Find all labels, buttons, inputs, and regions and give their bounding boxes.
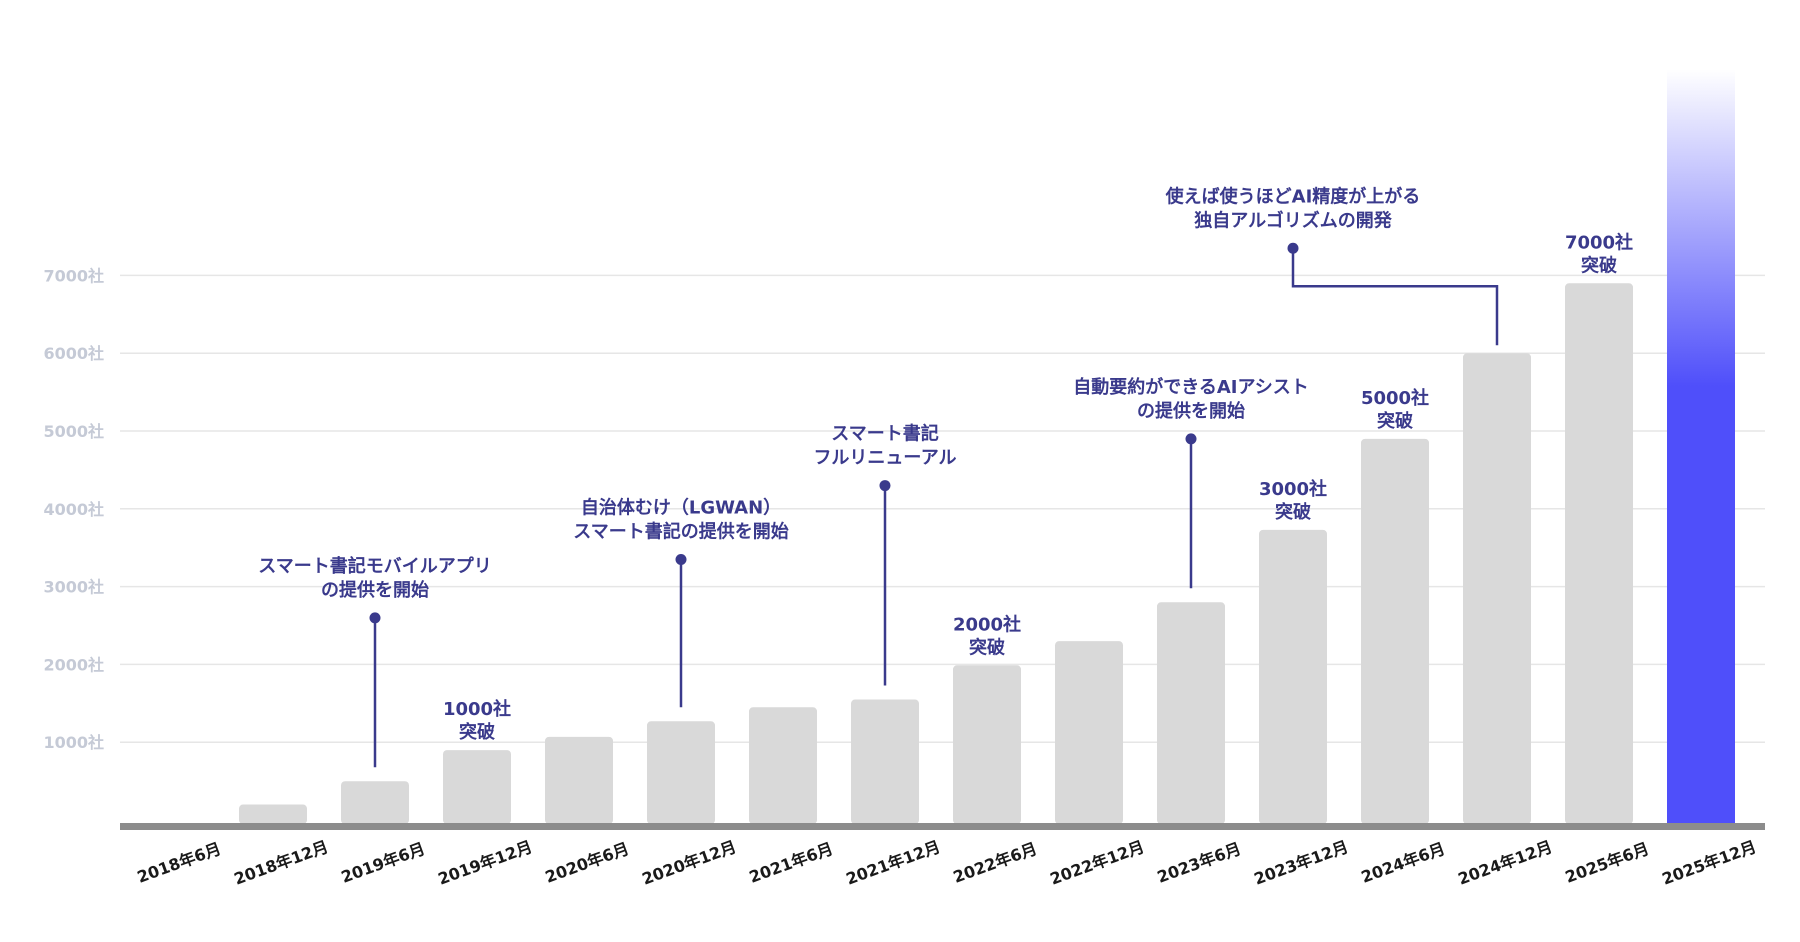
x-tick-label: 2020年6月 — [543, 839, 632, 887]
bar — [443, 750, 511, 824]
annotation-label: の提供を開始 — [1137, 400, 1245, 422]
data-label: 2000社 — [953, 613, 1021, 635]
bar-highlight — [1667, 69, 1735, 825]
x-tick-label: 2022年6月 — [951, 839, 1040, 887]
data-label: 突破 — [459, 721, 495, 743]
x-tick-label: 2019年12月 — [435, 837, 534, 889]
annotation-dot — [1185, 433, 1197, 445]
bar — [851, 699, 919, 824]
y-tick-label: 7000社 — [43, 266, 104, 285]
bar — [749, 707, 817, 824]
y-tick-label: 4000社 — [43, 500, 104, 519]
annotation-label: の提供を開始 — [321, 579, 429, 601]
bars — [239, 69, 1735, 825]
x-tick-label: 2018年12月 — [231, 837, 330, 889]
annotation-connector — [1291, 248, 1499, 346]
y-tick-label: 1000社 — [43, 733, 104, 752]
annotation-label: スマート書記モバイルアプリ — [258, 555, 491, 577]
x-tick-label: 2023年12月 — [1251, 837, 1350, 889]
axes — [120, 823, 1765, 830]
annotation-label: 使えば使うほどAI精度が上がる — [1165, 185, 1421, 207]
data-label: 3000社 — [1259, 478, 1327, 500]
data-label: 突破 — [1377, 410, 1413, 432]
annotation-dot — [675, 553, 687, 565]
bar — [1259, 529, 1327, 824]
x-tick-label: 2021年12月 — [843, 837, 942, 889]
y-tick-label: 6000社 — [43, 344, 104, 363]
bar — [1361, 438, 1429, 824]
x-tick-label: 2024年12月 — [1455, 837, 1554, 889]
annotation-dot — [369, 612, 381, 624]
x-tick-label: 2025年12月 — [1659, 837, 1758, 889]
annotations: スマート書記モバイルアプリの提供を開始自治体むけ（LGWAN）スマート書記の提供… — [258, 185, 1499, 768]
x-tick-label: 2024年6月 — [1359, 839, 1448, 887]
data-label: 7000社 — [1565, 231, 1633, 253]
annotation-label: スマート書記の提供を開始 — [573, 520, 788, 542]
annotation-dot — [879, 480, 891, 492]
annotation-dot — [1287, 242, 1299, 254]
annotation-label: 独自アルゴリズムの開発 — [1194, 209, 1392, 231]
x-axis-line — [120, 823, 1765, 830]
y-tick-label: 3000社 — [43, 578, 104, 597]
x-tick-label: 2025年6月 — [1563, 839, 1652, 887]
annotation-label: スマート書記 — [831, 423, 938, 445]
data-label: 5000社 — [1361, 387, 1429, 409]
bar — [1463, 353, 1531, 824]
bar — [953, 665, 1021, 824]
data-label: 突破 — [1275, 501, 1311, 523]
x-tick-label: 2023年6月 — [1155, 839, 1244, 887]
data-label: 突破 — [1581, 254, 1617, 276]
x-tick-label: 2019年6月 — [339, 839, 428, 887]
annotation-label: 自治体むけ（LGWAN） — [581, 496, 781, 518]
bar — [545, 736, 613, 824]
x-tick-label: 2021年6月 — [747, 839, 836, 887]
x-tick-label: 2020年12月 — [639, 837, 738, 889]
bar — [1055, 641, 1123, 824]
bar — [1157, 602, 1225, 824]
data-label: 1000社 — [443, 698, 511, 720]
y-tick-label: 5000社 — [43, 422, 104, 441]
x-tick-label: 2018年6月 — [135, 839, 224, 887]
annotation-label: 自動要約ができるAIアシスト — [1073, 376, 1309, 398]
data-label: 突破 — [969, 636, 1005, 658]
y-tick-label: 2000社 — [43, 655, 104, 674]
annotation-label: フルリニューアル — [813, 448, 956, 469]
grid-lines — [120, 274, 1765, 743]
bar — [239, 804, 307, 824]
bar — [647, 721, 715, 824]
bar — [341, 781, 409, 824]
x-tick-label: 2022年12月 — [1047, 837, 1146, 889]
bar — [1565, 283, 1633, 824]
